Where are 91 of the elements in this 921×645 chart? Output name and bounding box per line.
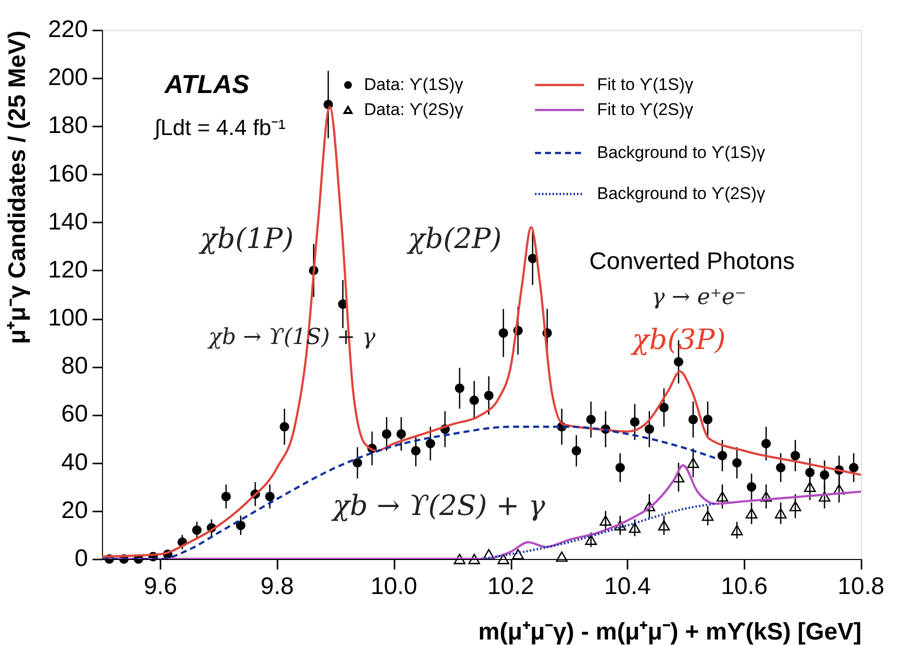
annotation: χb(3P) <box>630 323 726 356</box>
point <box>396 429 406 439</box>
point <box>280 422 290 432</box>
point <box>585 534 597 545</box>
y-tick-label: 180 <box>48 112 88 140</box>
point <box>746 508 758 519</box>
point <box>512 549 524 560</box>
point <box>556 551 568 562</box>
point <box>236 520 246 530</box>
annotation: ATLAS <box>164 69 250 99</box>
point <box>820 470 830 480</box>
y-tick-label: 120 <box>48 256 88 284</box>
point <box>760 491 772 502</box>
y-tick-label: 0 <box>74 545 88 572</box>
point <box>804 482 816 492</box>
point <box>718 450 728 460</box>
point <box>702 510 714 521</box>
x-tick-label: 10.0 <box>370 573 418 600</box>
point <box>615 462 625 472</box>
x-tick-label: 9.6 <box>144 573 178 600</box>
point <box>468 554 480 564</box>
x-tick-label: 10.6 <box>720 573 768 600</box>
legend-label: Fit to ϒ(1S)γ <box>597 75 694 94</box>
y-tick-label: 100 <box>48 304 88 332</box>
y-tick-label: 40 <box>61 448 88 476</box>
point <box>658 520 670 531</box>
point <box>746 482 756 492</box>
point <box>630 417 640 427</box>
y-tick-label: 160 <box>48 160 88 188</box>
line-series <box>102 426 716 559</box>
point <box>572 446 582 456</box>
point <box>688 414 698 424</box>
point <box>411 446 421 456</box>
point <box>221 492 231 502</box>
point <box>818 491 830 502</box>
point <box>382 429 392 439</box>
point <box>484 390 494 400</box>
point <box>192 525 202 535</box>
legend-label: Background to ϒ(1S)γ <box>597 143 766 162</box>
point <box>702 414 712 424</box>
point <box>732 458 742 468</box>
point <box>789 500 802 512</box>
annotation: Converted Photons <box>589 248 795 275</box>
point <box>643 500 656 512</box>
point <box>659 402 669 412</box>
point <box>805 468 815 478</box>
y-tick-label: 80 <box>61 352 88 380</box>
point <box>600 515 612 526</box>
x-axis-title: m(μ⁺μ⁻γ) - m(μ⁺μ⁻) + mϒ(kS) [GeV] <box>478 618 862 645</box>
annotation: γ → e⁺e⁻ <box>652 285 746 310</box>
point <box>614 520 626 531</box>
point <box>482 549 495 560</box>
x-tick-label: 10.2 <box>487 573 534 600</box>
point <box>774 508 787 519</box>
point <box>790 450 800 460</box>
point <box>454 554 466 564</box>
x-tick-label: 10.8 <box>838 573 884 600</box>
point <box>716 491 728 502</box>
point <box>674 357 684 367</box>
legend-label: Fit to ϒ(2S)γ <box>597 100 694 119</box>
x-tick-label: 10.4 <box>604 573 651 600</box>
point <box>454 384 464 394</box>
y-tick-label: 220 <box>48 16 88 43</box>
point <box>469 396 479 406</box>
point <box>352 458 362 468</box>
y-tick-label: 20 <box>61 496 88 524</box>
annotation: χb(2P) <box>406 222 502 255</box>
annotation: χb(1P) <box>198 222 294 255</box>
y-tick-label: 200 <box>48 64 88 92</box>
point <box>776 462 786 472</box>
y-tick-label: 60 <box>61 400 88 428</box>
point <box>498 554 510 564</box>
point <box>761 438 771 448</box>
point <box>628 522 641 533</box>
point <box>672 472 684 482</box>
legend-label: Data: ϒ(2S)γ <box>364 100 464 119</box>
point <box>498 328 508 338</box>
point <box>687 458 700 468</box>
point <box>586 414 596 424</box>
point <box>426 438 436 448</box>
point <box>848 462 858 472</box>
annotation: χb → ϒ(2S) + γ <box>330 489 546 522</box>
y-axis-title: μ⁺μ⁻γ Candidates / (25 MeV) <box>4 30 31 344</box>
x-tick-label: 9.8 <box>260 573 294 600</box>
point <box>644 424 654 434</box>
point <box>265 492 275 502</box>
annotation: ∫Ldt = 4.4 fb⁻¹ <box>152 115 286 140</box>
point <box>731 524 743 536</box>
legend-label: Background to ϒ(2S)γ <box>597 184 766 203</box>
y-tick-label: 140 <box>48 208 88 236</box>
legend-label: Data: ϒ(1S)γ <box>364 75 464 94</box>
